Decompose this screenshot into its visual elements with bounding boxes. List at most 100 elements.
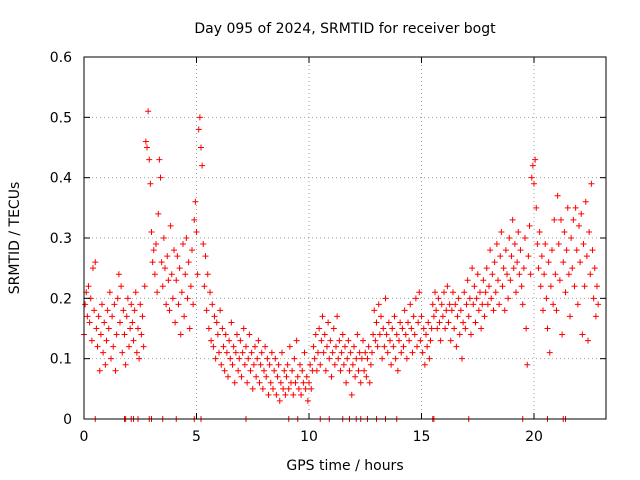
data-point (199, 162, 206, 169)
x-tick-label: 15 (413, 429, 431, 445)
data-point (380, 325, 387, 332)
data-point (322, 367, 329, 374)
data-point (352, 373, 359, 380)
data-point (462, 325, 469, 332)
data-point (241, 361, 248, 368)
data-point (477, 289, 483, 296)
data-point (500, 265, 507, 272)
data-point (578, 210, 585, 217)
data-point (303, 373, 310, 380)
data-point (528, 174, 535, 181)
data-point (589, 247, 596, 254)
data-point (523, 325, 530, 332)
data-point (344, 355, 351, 362)
data-point (84, 313, 91, 320)
data-point (416, 289, 423, 296)
data-point (240, 325, 247, 332)
data-point (165, 277, 172, 284)
data-point (132, 289, 139, 296)
data-point (284, 361, 291, 368)
data-point (559, 331, 566, 338)
data-point (194, 271, 201, 278)
data-point (439, 313, 446, 320)
data-point (469, 265, 476, 272)
data-point (450, 289, 456, 296)
data-point (423, 331, 429, 338)
data-point (372, 337, 379, 344)
data-point (481, 313, 488, 320)
data-point (131, 307, 138, 314)
data-point (114, 295, 121, 302)
data-point (391, 313, 398, 320)
data-point (219, 325, 226, 332)
data-point (446, 301, 453, 308)
data-point (151, 271, 158, 278)
data-point (428, 325, 435, 332)
data-point (262, 343, 269, 350)
data-point (335, 355, 342, 362)
data-point (255, 337, 262, 344)
data-point (562, 289, 569, 296)
data-point (569, 265, 576, 272)
data-point (586, 228, 593, 235)
data-point (487, 247, 494, 254)
data-point (276, 397, 283, 404)
data-point (90, 265, 96, 272)
data-point (533, 204, 540, 211)
data-point (330, 325, 337, 332)
data-point (388, 361, 395, 368)
data-point (268, 349, 275, 356)
data-point (321, 331, 328, 338)
data-point (154, 289, 161, 296)
data-point (95, 313, 102, 320)
data-point (480, 277, 487, 284)
data-point (406, 337, 413, 344)
data-point (375, 301, 382, 308)
data-point (429, 301, 436, 308)
data-point (123, 313, 130, 320)
data-point (195, 126, 202, 133)
data-point (475, 307, 482, 314)
data-point (418, 313, 425, 320)
data-point (307, 361, 314, 368)
data-point (459, 355, 465, 362)
data-point (526, 222, 533, 229)
data-point (127, 325, 134, 332)
data-point (567, 313, 573, 320)
data-point (518, 283, 525, 290)
data-point (511, 241, 518, 248)
data-point (271, 367, 278, 374)
data-point (524, 361, 531, 368)
data-point (334, 313, 341, 320)
data-point (411, 331, 418, 338)
data-point (142, 138, 149, 145)
data-point (426, 355, 433, 362)
data-point (466, 295, 473, 302)
data-point (228, 319, 235, 326)
data-point (581, 283, 588, 290)
data-point (97, 331, 104, 338)
axis-ticks: 0 0.1 0.2 0.3 0.4 0.5 0.6 0 5 10 15 20 (50, 50, 606, 445)
data-point (362, 349, 369, 356)
data-point (453, 343, 460, 350)
data-point (187, 283, 194, 290)
data-point (471, 283, 478, 290)
data-point (259, 385, 266, 392)
data-point (117, 319, 123, 326)
data-point (141, 283, 148, 290)
data-point (461, 289, 468, 296)
data-point (358, 355, 365, 362)
data-point (92, 259, 99, 266)
data-point (550, 301, 557, 308)
data-point (252, 343, 258, 350)
data-point (585, 337, 591, 344)
data-point (96, 367, 103, 374)
data-point (339, 331, 346, 338)
data-point (414, 343, 420, 350)
data-point (300, 379, 307, 386)
data-point (534, 241, 541, 248)
data-point (253, 373, 260, 380)
data-point (402, 331, 409, 338)
data-point (479, 301, 486, 308)
data-point (218, 361, 225, 368)
